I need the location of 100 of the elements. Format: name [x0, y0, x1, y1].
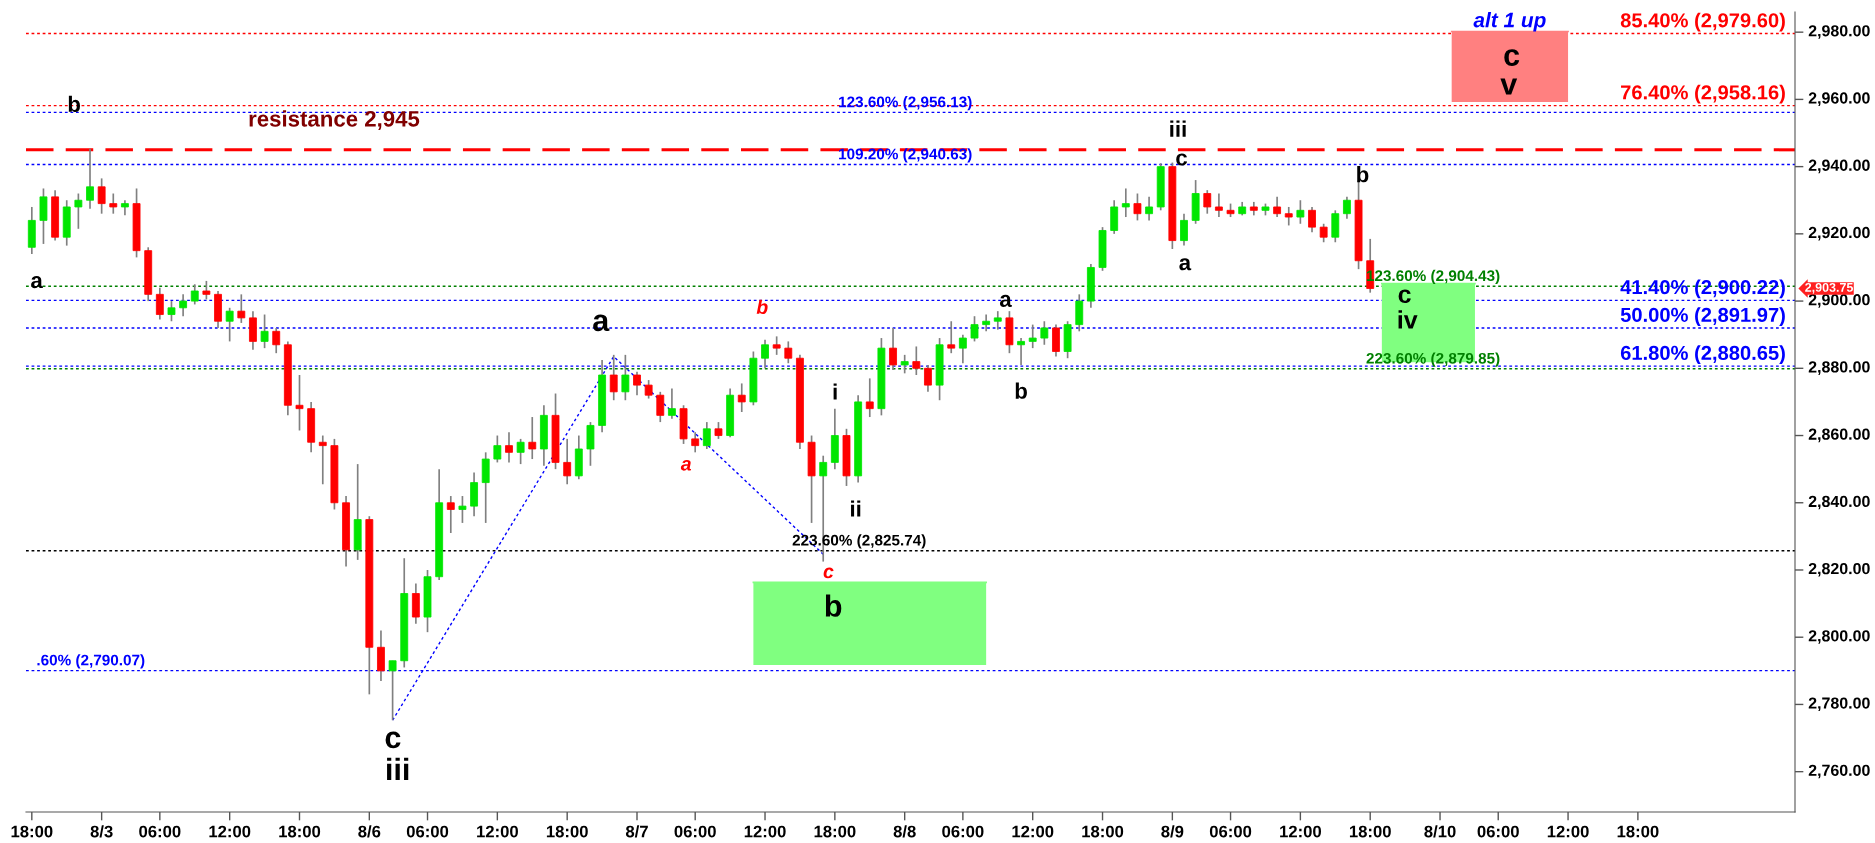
x-tick-label: 06:00	[406, 825, 449, 838]
candlestick	[621, 354, 630, 402]
annotation: a	[680, 460, 692, 471]
y-tick-label: 2,760.00	[1808, 764, 1870, 779]
x-tick-label: 06:00	[942, 825, 984, 838]
x-tick-label: 06:00	[1477, 825, 1519, 838]
y-tick-label: 2,880.00	[1808, 361, 1870, 375]
candlestick	[493, 434, 502, 464]
x-tick-label: 12:00	[1012, 825, 1054, 838]
candlestick	[1273, 196, 1282, 218]
x-tick-label: 8/9	[1161, 825, 1184, 838]
candlestick	[249, 310, 257, 351]
x-tick-label: 18:00	[1082, 825, 1124, 838]
candlestick	[900, 354, 909, 375]
x-tick-label: 06:00	[139, 825, 181, 838]
x-tick-label: 8/3	[90, 825, 113, 838]
y-tick-label: 2,780.00	[1808, 697, 1870, 712]
candlestick	[411, 582, 420, 625]
y-tick-label: 2,960.00	[1808, 92, 1870, 106]
candlestick	[656, 390, 665, 423]
annotation: 76.40% (2,958.16)	[1621, 84, 1785, 104]
x-tick-label: 06:00	[1209, 825, 1252, 838]
candlestick	[691, 431, 700, 454]
candlestick	[516, 438, 525, 465]
annotation: 50.00% (2,891.97)	[1620, 307, 1785, 326]
annotation: b	[1357, 166, 1369, 183]
x-tick-label: 12:00	[744, 825, 786, 838]
x-tick-label: 18:00	[814, 825, 856, 838]
candlestick	[1308, 206, 1316, 234]
candlestick	[202, 280, 211, 301]
candlestick	[74, 192, 83, 230]
candlestick	[1121, 187, 1130, 218]
annotation: 61.80% (2,880.65)	[1620, 345, 1785, 365]
annotation: c	[1504, 49, 1520, 66]
annotation: 123.60% (2,956.13)	[839, 96, 972, 111]
annotation: b	[756, 299, 768, 315]
x-tick-label: 18:00	[11, 825, 53, 838]
candlestick	[772, 335, 781, 356]
candlestick	[1145, 196, 1153, 222]
annotation: c	[823, 567, 834, 579]
annotation: v	[1500, 78, 1518, 95]
annotation: 223.60% (2,825.74)	[792, 534, 926, 549]
annotation: .60% (2,790.07)	[37, 654, 145, 669]
annotation: iii	[387, 757, 409, 780]
candlestick	[39, 187, 48, 245]
candlestick	[1284, 206, 1293, 227]
annotation: ii	[851, 500, 861, 517]
candlestick	[1052, 323, 1060, 358]
x-tick-label: 12:00	[477, 825, 518, 838]
candlestick	[644, 379, 653, 400]
candlestick	[458, 495, 467, 524]
candlestick	[761, 338, 769, 370]
y-tick-label: 2,860.00	[1808, 428, 1870, 443]
candlestick	[912, 345, 921, 376]
candlestick	[668, 387, 676, 420]
annotation: 85.40% (2,979.60)	[1620, 12, 1785, 32]
candlestick	[889, 327, 897, 371]
candlestick	[470, 471, 478, 518]
candlestick	[260, 313, 269, 349]
candlestick	[295, 374, 304, 432]
annotation: c	[1398, 289, 1411, 304]
candlestick	[377, 629, 385, 682]
annotation: iv	[1398, 310, 1418, 329]
candlestick	[109, 192, 118, 215]
x-tick-label: 8/10	[1424, 825, 1456, 838]
candlestick	[609, 354, 618, 402]
annotation: 41.40% (2,900.22)	[1620, 279, 1785, 299]
candlestick	[1180, 212, 1188, 247]
annotation: b	[68, 95, 80, 113]
candlestick	[1343, 196, 1351, 220]
candlestick	[1040, 320, 1049, 346]
candlestick	[970, 315, 979, 343]
y-tick-label: 2,840.00	[1808, 495, 1870, 510]
candlestick	[633, 370, 641, 397]
candlestick	[1017, 337, 1025, 366]
x-tick-label: 18:00	[279, 825, 321, 838]
candlestick	[563, 438, 572, 486]
candlestick	[784, 340, 793, 365]
candlestick	[1296, 199, 1305, 225]
y-tick-label: 2,920.00	[1808, 226, 1870, 241]
annotation: resistance 2,945	[249, 110, 420, 130]
annotation: a	[1179, 258, 1192, 271]
candlestick	[388, 659, 397, 722]
candlestick	[865, 377, 874, 418]
candlestick	[528, 416, 537, 460]
x-tick-label: 18:00	[1617, 825, 1659, 838]
candlestick	[1133, 192, 1142, 222]
candlestick	[993, 310, 1002, 331]
x-tick-label: 18:00	[1349, 825, 1391, 838]
y-tick-label: 2,900.00	[1808, 294, 1870, 308]
candlestick	[1110, 199, 1119, 235]
candlestick	[318, 434, 327, 486]
candlestick	[702, 421, 711, 450]
candlestick	[1331, 209, 1340, 244]
x-tick-label: 12:00	[209, 825, 251, 838]
candlestick	[1319, 222, 1328, 244]
candlestick	[1215, 192, 1223, 218]
x-tick-label: 12:00	[1280, 825, 1322, 838]
candlestick	[86, 147, 94, 210]
annotation: a	[593, 314, 610, 332]
